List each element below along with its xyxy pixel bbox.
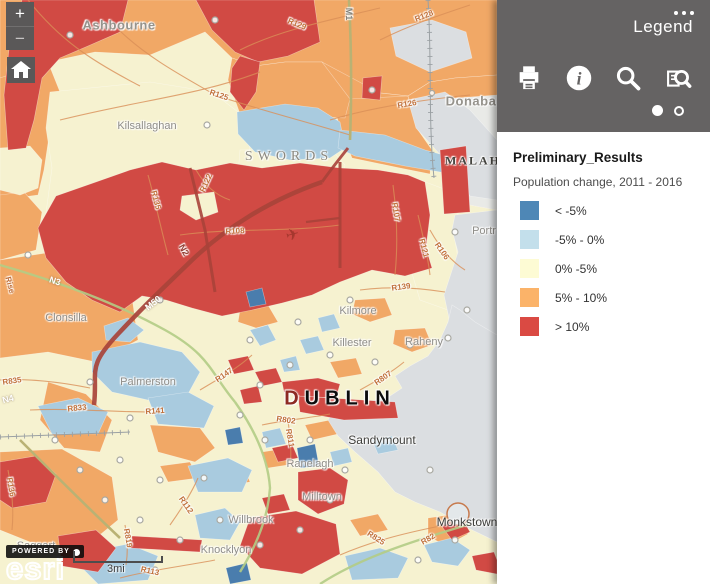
svg-text:i: i — [576, 68, 581, 88]
road-network — [0, 0, 471, 584]
zoom-controls: + − — [6, 2, 34, 50]
search-layers-button[interactable] — [662, 62, 694, 94]
ellipsis-menu-button[interactable] — [670, 3, 694, 17]
zoom-in-button[interactable]: + — [6, 2, 34, 26]
panel-toolbar: i — [497, 62, 710, 94]
legend-class-label: -5% - 0% — [555, 232, 605, 247]
harbor-outline — [446, 502, 470, 526]
print-button[interactable] — [513, 62, 545, 94]
legend-field-title: Population change, 2011 - 2016 — [513, 175, 683, 189]
search-button[interactable] — [612, 62, 644, 94]
map-canvas[interactable]: ✈ Ashbourne Kilsallaghan SWORDS Donaba MALAH… — [0, 0, 497, 584]
legend-layer-title: Preliminary_Results — [513, 150, 643, 165]
legend-swatch — [520, 317, 539, 336]
info-icon: i — [566, 65, 591, 91]
legend-class-label: 5% - 10% — [555, 290, 608, 305]
legend-panel: Legend i — [497, 0, 710, 584]
legend-row: 5% - 10% — [513, 283, 694, 312]
legend-swatch — [520, 259, 539, 278]
home-icon — [11, 61, 31, 78]
legend-swatch — [520, 230, 539, 249]
junction-markers — [24, 16, 471, 574]
powered-by-label: POWERED BY — [6, 545, 84, 558]
map-image: ✈ — [0, 0, 497, 584]
legend-row: -5% - 0% — [513, 225, 694, 254]
info-button[interactable]: i — [563, 62, 595, 94]
scale-bar: 3mi — [73, 551, 163, 575]
legend-swatch — [520, 288, 539, 307]
powered-by-esri[interactable]: POWERED BY esri — [5, 540, 116, 584]
legend-class-label: < -5% — [555, 203, 587, 218]
legend-row: > 10% — [513, 312, 694, 341]
legend-class-label: > 10% — [555, 319, 590, 334]
scale-label: 3mi — [107, 563, 125, 575]
print-icon — [519, 66, 539, 90]
search-layers-icon — [667, 69, 692, 88]
pager-dot-inactive[interactable] — [674, 105, 684, 116]
legend-rows: < -5% -5% - 0% 0% -5% 5% - 10% > 10% — [513, 196, 694, 341]
legend-row: < -5% — [513, 196, 694, 225]
panel-title: Legend — [633, 17, 693, 36]
legend-class-label: 0% -5% — [555, 261, 598, 276]
panel-pager — [641, 105, 684, 116]
zoom-out-button[interactable]: − — [6, 26, 34, 50]
choropleth-regions — [0, 0, 497, 584]
airport-icon: ✈ — [284, 225, 301, 245]
search-icon — [617, 66, 641, 91]
legend-swatch — [520, 201, 539, 220]
legend-content: Preliminary_Results Population change, 2… — [497, 132, 710, 341]
home-button[interactable] — [7, 57, 35, 83]
pager-dot-active[interactable] — [652, 105, 663, 116]
panel-header: Legend i — [497, 0, 710, 132]
legend-row: 0% -5% — [513, 254, 694, 283]
